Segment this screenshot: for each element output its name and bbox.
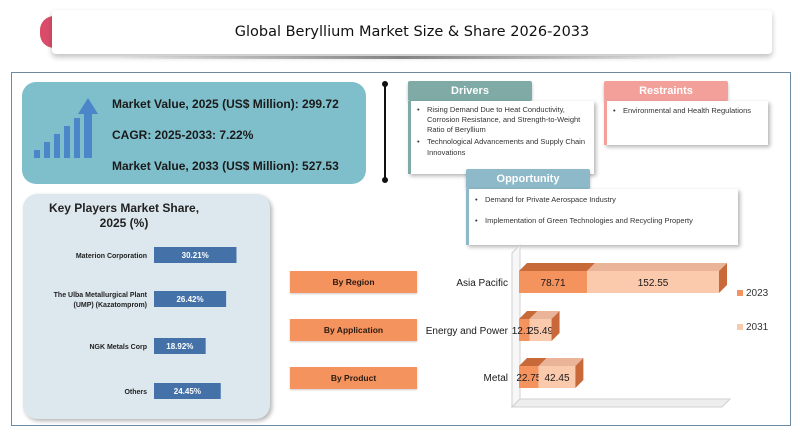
driver-text: Technological Advancements and Supply Ch…: [427, 137, 586, 157]
segment-value-label: 22.75: [516, 373, 541, 384]
segment-value-label: 78.71: [541, 278, 566, 289]
market-value-2033: Market Value, 2033 (US$ Million): 527.53: [112, 159, 339, 173]
connector-line: [384, 84, 386, 180]
bullet: •: [417, 137, 420, 147]
segment-bar: [529, 319, 552, 341]
banner-underline: [120, 56, 680, 59]
bar-end-face: [551, 311, 560, 341]
bullet: •: [475, 216, 478, 226]
restraint-text: Environmental and Health Regulations: [623, 106, 751, 115]
segment-bar: [519, 366, 539, 388]
player-name-label: The Ulba Metallurgical Plant: [54, 292, 148, 299]
chart-floor: [510, 398, 732, 408]
segment-bar: [538, 366, 576, 388]
legend-swatch: [737, 324, 743, 330]
bar-top-face: [519, 358, 547, 366]
key-players-title: Key Players Market Share, 2025 (%): [48, 201, 200, 230]
segment-value-label: 152.55: [638, 278, 669, 289]
player-value-label: 30.21%: [182, 251, 209, 260]
growth-chart-icon: [34, 98, 98, 158]
drivers-header: Drivers: [408, 81, 532, 101]
segment-value-label: 12.15: [512, 326, 537, 337]
player-bar: [154, 338, 206, 354]
page-title: Global Beryllium Market Size & Share 202…: [234, 24, 590, 40]
opportunity-box: • Demand for Private Aerospace Industry •…: [466, 189, 738, 245]
key-players-panel: [23, 194, 270, 419]
bar-top-face: [519, 263, 596, 271]
segment-category-label: Metal: [484, 373, 508, 384]
player-bar: [154, 291, 227, 307]
player-name-label: (UMP) (Kazatomprom): [74, 302, 148, 309]
bar-top-face: [587, 263, 727, 271]
legend-swatch: [737, 290, 743, 296]
player-value-label: 24.45%: [174, 387, 201, 396]
player-name-label: Others: [124, 389, 147, 396]
by-product-label: By Product: [290, 367, 417, 389]
player-bar: [154, 247, 237, 263]
by-region-label: By Region: [290, 271, 417, 293]
restraint-item: • Environmental and Health Regulations: [613, 106, 762, 116]
segment-bar: [519, 271, 588, 293]
connector-dot-top: [382, 81, 388, 87]
segment-bar: [519, 319, 530, 341]
opportunity-text: Implementation of Green Technologies and…: [485, 216, 693, 226]
player-value-label: 26.42%: [176, 295, 203, 304]
player-name-label: Materion Corporation: [76, 253, 147, 260]
driver-text: Rising Demand Due to Heat Conductivity, …: [427, 105, 581, 135]
segment-value-label: 25.49: [528, 326, 553, 337]
segment-bar: [587, 271, 719, 293]
opportunity-item: • Implementation of Green Technologies an…: [475, 216, 732, 226]
opportunity-header: Opportunity: [466, 169, 590, 189]
connector-dot-bottom: [382, 177, 388, 183]
legend-label: 2023: [746, 288, 769, 299]
market-value-2025: Market Value, 2025 (US$ Million): 299.72: [112, 97, 339, 111]
segment-value-label: 42.45: [545, 373, 570, 384]
player-bar: [154, 383, 221, 399]
bullet: •: [613, 106, 616, 115]
segment-category-label: Asia Pacific: [456, 278, 508, 289]
by-application-label: By Application: [290, 319, 417, 341]
bar-end-face: [575, 358, 584, 388]
segment-category-label: Energy and Power: [426, 326, 509, 337]
restraints-header: Restraints: [604, 81, 728, 101]
player-value-label: 18.92%: [166, 342, 193, 351]
bar-top-face: [519, 311, 538, 319]
bullet: •: [417, 105, 420, 114]
opportunity-text: Demand for Private Aerospace Industry: [485, 195, 616, 204]
driver-item: • Technological Advancements and Supply C…: [417, 137, 590, 157]
bullet: •: [475, 195, 478, 204]
drivers-box: • Rising Demand Due to Heat Conductivity,…: [408, 101, 594, 174]
legend-label: 2031: [746, 322, 769, 333]
opportunity-item: • Demand for Private Aerospace Industry: [475, 195, 732, 205]
cagr-text: CAGR: 2025-2033: 7.22%: [112, 128, 254, 142]
bar-end-face: [719, 263, 727, 293]
player-name-label: NGK Metals Corp: [89, 344, 147, 351]
bar-top-face: [538, 358, 584, 366]
title-banner: Global Beryllium Market Size & Share 202…: [52, 10, 772, 54]
bar-top-face: [529, 311, 560, 319]
restraints-box: • Environmental and Health Regulations: [604, 101, 768, 145]
driver-item: • Rising Demand Due to Heat Conductivity,…: [417, 105, 590, 135]
